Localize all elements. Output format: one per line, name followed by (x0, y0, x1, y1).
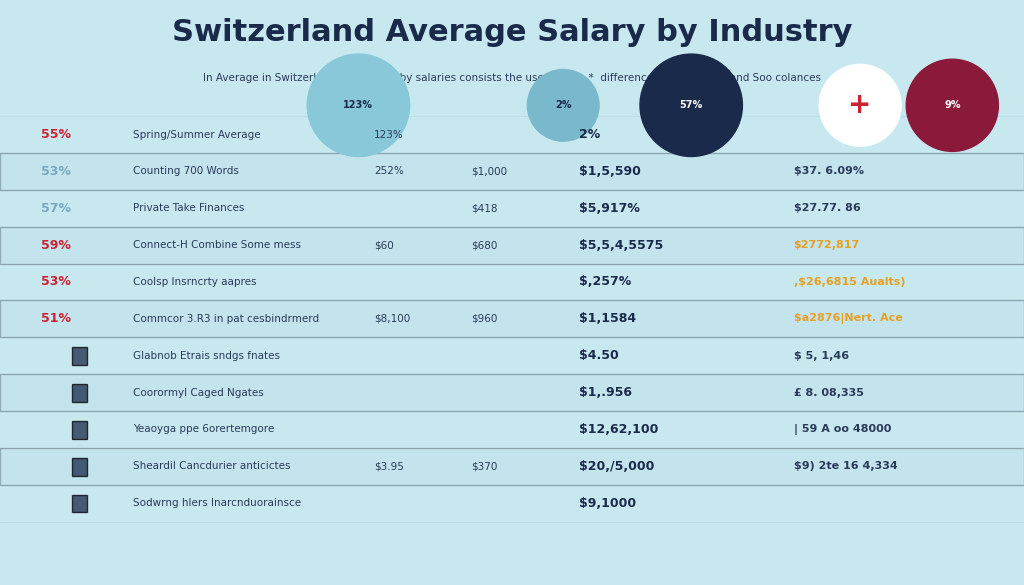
Text: 2%: 2% (555, 100, 571, 111)
Ellipse shape (640, 54, 742, 157)
Text: +: + (849, 91, 871, 119)
Text: Glabnob Etrais sndgs fnates: Glabnob Etrais sndgs fnates (133, 350, 281, 361)
Text: 123%: 123% (374, 129, 403, 140)
FancyBboxPatch shape (0, 153, 1024, 190)
Text: $1,000: $1,000 (471, 166, 507, 177)
Text: Commcor 3.R3 in pat cesbindrmerd: Commcor 3.R3 in pat cesbindrmerd (133, 314, 319, 324)
Text: In Average in Switzerland all Salaries by salaries consists the use ages...  *  : In Average in Switzerland all Salaries b… (203, 73, 821, 83)
Ellipse shape (819, 64, 901, 146)
Text: $5,917%: $5,917% (579, 202, 639, 215)
Text: $27.77. 86: $27.77. 86 (794, 203, 860, 214)
Text: $12,62,100: $12,62,100 (579, 423, 658, 436)
Text: $4.50: $4.50 (579, 349, 618, 362)
Text: $1,.956: $1,.956 (579, 386, 632, 399)
FancyBboxPatch shape (0, 226, 1024, 263)
FancyBboxPatch shape (72, 421, 87, 439)
Text: 57%: 57% (41, 202, 71, 215)
Text: Counting 700 Words: Counting 700 Words (133, 166, 239, 177)
Text: $2772,817: $2772,817 (794, 240, 860, 250)
Text: $418: $418 (471, 203, 498, 214)
FancyBboxPatch shape (0, 448, 1024, 484)
Text: 2%: 2% (579, 128, 600, 141)
Text: $370: $370 (471, 461, 498, 472)
Text: $,257%: $,257% (579, 276, 631, 288)
Text: 252%: 252% (374, 166, 403, 177)
Text: Switzerland Average Salary by Industry: Switzerland Average Salary by Industry (172, 18, 852, 47)
Text: Spring/Summer Average: Spring/Summer Average (133, 129, 261, 140)
Text: Coorormyl Caged Ngates: Coorormyl Caged Ngates (133, 387, 264, 398)
Ellipse shape (527, 70, 599, 141)
Text: $5,5,4,5575: $5,5,4,5575 (579, 239, 663, 252)
Text: $37. 6.09%: $37. 6.09% (794, 166, 863, 177)
Text: 55%: 55% (41, 128, 71, 141)
Text: $9,1000: $9,1000 (579, 497, 636, 510)
FancyBboxPatch shape (0, 374, 1024, 411)
Text: Private Take Finances: Private Take Finances (133, 203, 245, 214)
Text: 53%: 53% (41, 165, 71, 178)
Text: $60: $60 (374, 240, 393, 250)
Text: Connect-H Combine Some mess: Connect-H Combine Some mess (133, 240, 301, 250)
Text: ,$26,6815 Aualts): ,$26,6815 Aualts) (794, 277, 905, 287)
Text: 51%: 51% (41, 312, 71, 325)
Ellipse shape (906, 59, 998, 152)
Text: 57%: 57% (680, 100, 702, 111)
Text: $1,5,590: $1,5,590 (579, 165, 640, 178)
Text: 59%: 59% (41, 239, 71, 252)
Text: $680: $680 (471, 240, 498, 250)
Text: $a2876|Nert. Ace: $a2876|Nert. Ace (794, 314, 902, 324)
Text: $20,/5,000: $20,/5,000 (579, 460, 654, 473)
Text: $1,1584: $1,1584 (579, 312, 636, 325)
Text: £ 8. 08,335: £ 8. 08,335 (794, 387, 863, 398)
Text: 53%: 53% (41, 276, 71, 288)
FancyBboxPatch shape (72, 347, 87, 365)
FancyBboxPatch shape (72, 458, 87, 476)
FancyBboxPatch shape (72, 495, 87, 512)
Text: 123%: 123% (343, 100, 374, 111)
Text: Yeaoyga ppe 6orertemgore: Yeaoyga ppe 6orertemgore (133, 424, 274, 435)
Text: $9) 2te 16 4,334: $9) 2te 16 4,334 (794, 461, 897, 472)
Text: $960: $960 (471, 314, 498, 324)
Text: 9%: 9% (944, 100, 961, 111)
Text: Sheardil Cancdurier anticictes: Sheardil Cancdurier anticictes (133, 461, 291, 472)
Text: $8,100: $8,100 (374, 314, 410, 324)
Text: | 59 A oo 48000: | 59 A oo 48000 (794, 424, 891, 435)
Ellipse shape (307, 54, 410, 157)
Text: Coolsp Insrncrty aapres: Coolsp Insrncrty aapres (133, 277, 257, 287)
Text: $ 5, 1,46: $ 5, 1,46 (794, 350, 849, 361)
Text: $3.95: $3.95 (374, 461, 403, 472)
FancyBboxPatch shape (72, 384, 87, 402)
FancyBboxPatch shape (0, 301, 1024, 337)
Text: Sodwrng hlers Inarcnduorainsce: Sodwrng hlers Inarcnduorainsce (133, 498, 301, 508)
